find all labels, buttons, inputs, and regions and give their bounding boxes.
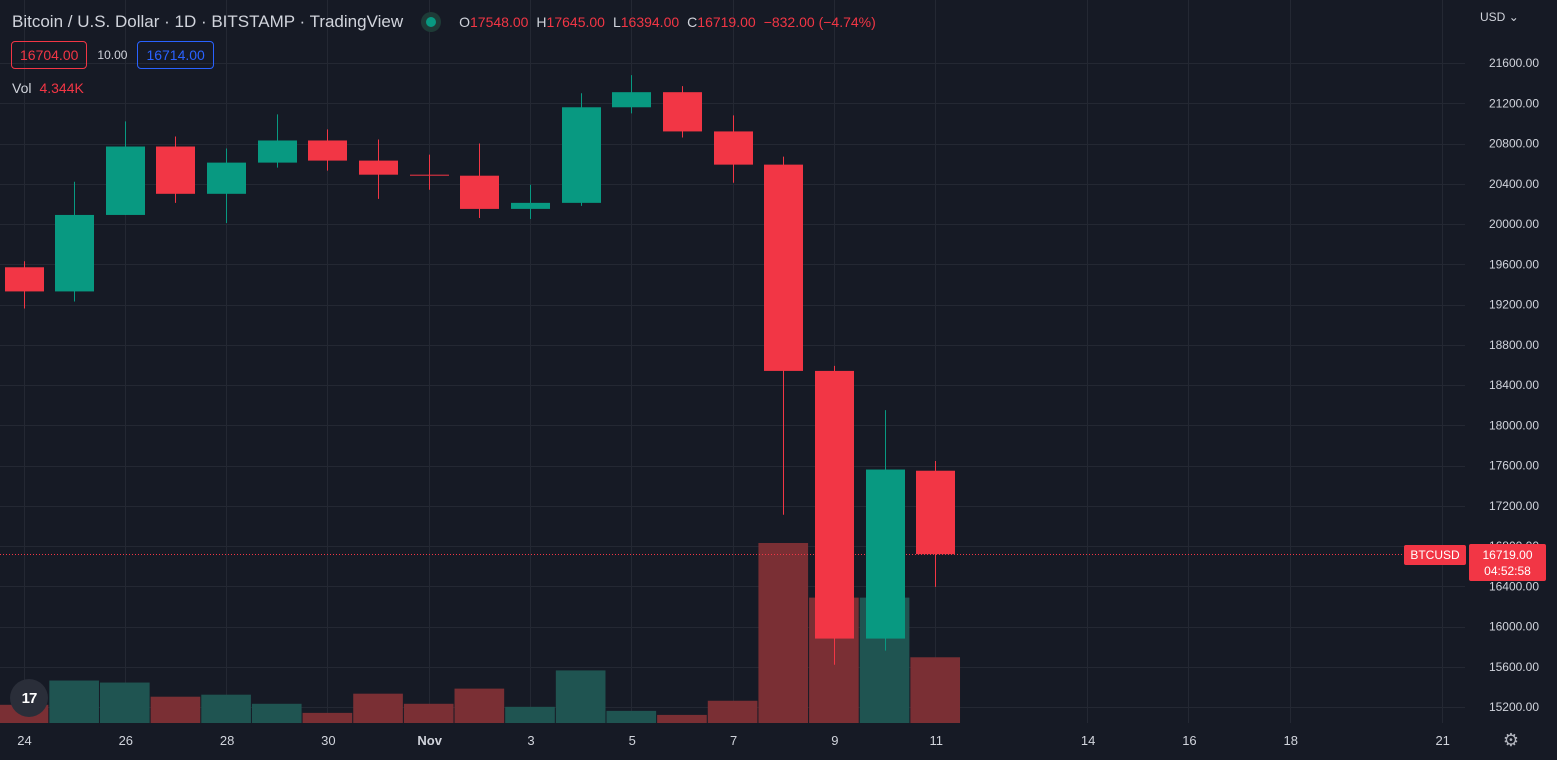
candle-body [714,131,753,165]
time-axis-tick-label: 30 [321,733,335,748]
gear-icon[interactable]: ⚙ [1502,729,1520,750]
candle-body [55,214,94,292]
price-axis-tick-label: 18400.00 [1489,378,1539,392]
last-price-label: 16719.00 04:52:58 [1469,544,1546,581]
volume-label: Vol [12,80,32,96]
price-axis-tick-label: 20800.00 [1489,137,1539,151]
time-axis-tick-label: 7 [730,733,737,748]
time-axis-tick-label: 9 [831,733,838,748]
price-axis-tick-label: 20000.00 [1489,217,1539,231]
time-axis-tick-label: 14 [1081,733,1095,748]
price-axis-tick-label: 16000.00 [1489,620,1539,634]
time-axis-tick-label: 11 [929,733,943,748]
price-axis-tick-label: 20400.00 [1489,177,1539,191]
candle-body [764,164,803,371]
candle-body [916,470,955,555]
volume-bar [758,543,809,723]
price-axis-tick-label: 21200.00 [1489,96,1539,110]
volume-bar [657,714,707,723]
low-label: L [612,14,621,30]
volume-bar [353,693,403,723]
time-axis-tick-label: 26 [119,733,133,748]
candle-body [258,140,297,163]
candle-body [359,160,398,175]
close-value: 16719.00 [697,14,756,30]
time-axis-tick-label: 5 [629,733,636,748]
volume-bar [49,680,99,723]
tradingview-logo-icon[interactable]: 17 [10,679,48,717]
candle-body [612,92,651,108]
candle-body [815,370,854,639]
candle-body [5,267,44,292]
price-axis-tick-label: 18800.00 [1489,338,1539,352]
price-axis-tick-label: 17200.00 [1489,499,1539,513]
trade-buttons: 16704.00 10.00 16714.00 [11,41,214,69]
candle-body [562,107,601,203]
volume-bar [707,700,758,723]
candle-body [308,140,347,161]
high-value: 17645.00 [546,14,605,30]
time-axis-tick-label: 21 [1435,733,1449,748]
candle-body [410,174,449,176]
buy-button[interactable]: 16714.00 [137,41,214,69]
last-price-value: 16719.00 [1482,547,1533,562]
candle-body [156,146,195,194]
sell-button[interactable]: 16704.00 [11,41,88,69]
volume-bar [606,710,657,723]
volume-bar [505,706,555,723]
price-axis-tick-label: 19600.00 [1489,257,1539,271]
price-axis-tick-label: 17600.00 [1489,459,1539,473]
volume-bar [99,682,150,723]
price-axis-tick-label: 21600.00 [1489,56,1539,70]
low-value: 16394.00 [620,14,680,30]
time-axis-tick-label: 3 [527,733,534,748]
time-axis-tick-label: 24 [17,733,31,748]
volume-legend[interactable]: Vol 4.344K [12,80,84,96]
candle-body [511,202,550,209]
time-axis-tick-label: Nov [417,733,442,748]
candle-body [460,175,499,209]
candle-body [207,162,246,194]
volume-bar [910,657,961,723]
price-axis-tick-label: 15600.00 [1489,660,1539,674]
change-value: −832.00 (−4.74%) [763,14,876,30]
volume-value: 4.344K [39,80,84,96]
open-label: O [459,14,471,30]
volume-bar [555,670,606,723]
price-axis-tick-label: 16400.00 [1489,579,1539,593]
spread-value: 10.00 [97,48,128,62]
open-value: 17548.00 [470,14,529,30]
time-axis-tick-label: 16 [1182,733,1196,748]
currency-selector[interactable]: USD ⌄ [1480,10,1519,24]
volume-bar [150,696,201,723]
price-axis-tick-label: 15200.00 [1489,700,1539,714]
candle-body [663,92,702,132]
time-axis-tick-label: 28 [220,733,234,748]
volume-bar [454,688,505,723]
currency-label: USD [1480,10,1506,24]
symbol-title[interactable]: Bitcoin / U.S. Dollar · 1D · BITSTAMP · … [12,12,404,31]
ohlc-readout: O 17548.00 H 17645.00 L 16394.00 C 16719.00 … [459,14,876,30]
close-label: C [687,14,698,30]
market-status-dot-icon[interactable] [421,12,442,32]
time-axis-tick-label: 18 [1284,733,1298,748]
chevron-down-icon: ⌄ [1508,10,1519,24]
bar-countdown: 04:52:58 [1484,563,1531,578]
price-axis-tick-label: 19200.00 [1489,298,1539,312]
volume-bar [403,703,454,723]
chart-header: Bitcoin / U.S. Dollar · 1D · BITSTAMP · … [12,11,876,33]
volume-bar [201,694,251,723]
candle-body [106,146,145,215]
high-label: H [536,14,547,30]
volume-bar [302,712,353,723]
price-axis-tick-label: 18000.00 [1489,418,1539,432]
symbol-price-badge: BTCUSD [1404,545,1466,565]
volume-bar [251,703,302,723]
candle-body [866,469,905,639]
